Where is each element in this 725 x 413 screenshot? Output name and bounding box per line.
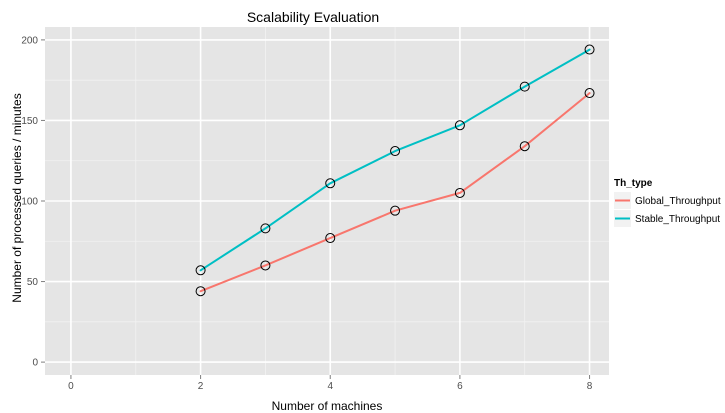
- series-line-global-throughput: [199, 92, 591, 293]
- data-point-global-throughput: [584, 88, 595, 99]
- data-point-stable-throughput: [195, 265, 206, 276]
- y-tick-label: 150: [21, 116, 38, 127]
- series-lines: [199, 48, 591, 293]
- data-point-stable-throughput: [584, 44, 595, 55]
- x-axis-ticks: 0 2 4 6 8: [68, 375, 593, 392]
- data-point-global-throughput: [390, 205, 401, 216]
- legend: Th_type Global_Throughput Stable_Throughp…: [614, 178, 721, 227]
- grid-major: [45, 27, 609, 375]
- chart-title: Scalability Evaluation: [247, 9, 379, 25]
- data-point-stable-throughput: [390, 146, 401, 157]
- legend-label-global-throughput: Global_Throughput: [635, 196, 721, 207]
- y-axis-title: Number of processed queries / minutes: [10, 93, 24, 302]
- x-tick-label: 4: [327, 381, 333, 392]
- y-tick-label: 200: [21, 35, 38, 46]
- data-point-global-throughput: [260, 260, 271, 271]
- x-tick-label: 8: [587, 381, 593, 392]
- data-point-stable-throughput: [519, 81, 530, 92]
- data-point-global-throughput: [195, 286, 206, 297]
- series-points: [195, 44, 595, 297]
- y-tick-label: 50: [27, 277, 39, 288]
- data-point-global-throughput: [519, 141, 530, 152]
- data-point-stable-throughput: [260, 223, 271, 234]
- y-tick-label: 100: [21, 197, 38, 208]
- data-point-stable-throughput: [454, 120, 465, 131]
- data-point-stable-throughput: [325, 178, 336, 189]
- legend-title: Th_type: [614, 178, 653, 189]
- x-tick-label: 2: [198, 381, 204, 392]
- series-line-stable-throughput: [199, 48, 591, 272]
- data-point-global-throughput: [325, 233, 336, 244]
- y-axis-ticks: 0 50 100 150 200: [21, 35, 45, 369]
- legend-label-stable-throughput: Stable_Throughput: [635, 214, 720, 225]
- y-tick-label: 0: [32, 358, 38, 369]
- x-tick-label: 6: [457, 381, 463, 392]
- data-point-global-throughput: [454, 187, 465, 198]
- x-axis-title: Number of machines: [272, 399, 383, 413]
- x-tick-label: 0: [68, 381, 74, 392]
